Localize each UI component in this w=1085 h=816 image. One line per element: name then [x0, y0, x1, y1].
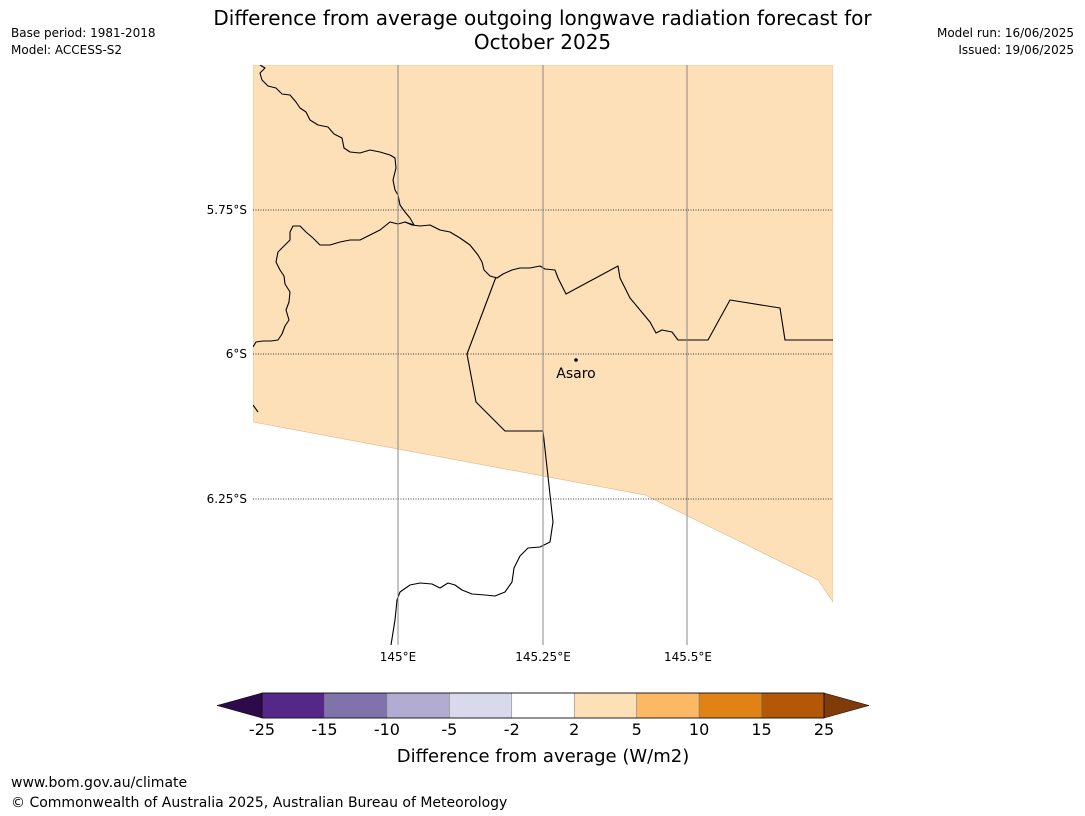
lon-label-145: 145°E: [380, 650, 417, 664]
model-name: Model: ACCESS-S2: [11, 43, 123, 57]
colorbar-segment: [698, 692, 762, 719]
colorbar: -25 -15 -10 -5 -2 2 5 10 15 25 Difference from av…: [216, 692, 870, 767]
lon-label-145-25: 145.25°E: [515, 650, 571, 664]
colorbar-segment: [449, 692, 513, 719]
lat-label-5-75: 5.75°S: [207, 203, 247, 217]
colorbar-tick-label: -2: [504, 720, 520, 739]
title-line-1: Difference from average outgoing longwav…: [213, 6, 872, 30]
province-border-central: [404, 221, 833, 341]
colorbar-tick-label: -15: [311, 720, 337, 739]
lat-label-6-25: 6.25°S: [207, 492, 247, 506]
border-lines: [253, 65, 833, 645]
colorbar-tick-label: 2: [569, 720, 579, 739]
footer-copyright: © Commonwealth of Australia 2025, Austra…: [11, 795, 508, 811]
colorbar-arrow-right: [823, 692, 870, 719]
colorbar-tick-label: -25: [249, 720, 275, 739]
lat-label-6: 6°S: [226, 347, 247, 361]
colorbar-segment: [261, 692, 325, 719]
issued-date: Issued: 19/06/2025: [958, 43, 1074, 57]
map-area: Asaro: [253, 65, 833, 645]
province-border-north: [253, 65, 415, 348]
map-title: Difference from average outgoing longwav…: [0, 6, 1085, 54]
longitude-labels: 145°E 145.25°E 145.5°E: [380, 650, 712, 664]
place-label: Asaro: [556, 366, 595, 382]
colorbar-label: Difference from average (W/m2): [397, 746, 689, 767]
colorbar-segment: [511, 692, 575, 719]
colorbar-segment: [386, 692, 450, 719]
lon-label-145-5: 145.5°E: [664, 650, 712, 664]
district-border: [390, 276, 554, 645]
header-right: Model run: 16/06/2025 Issued: 19/06/2025: [937, 25, 1074, 59]
colorbar-tick-label: -10: [374, 720, 400, 739]
colorbar-arrow-left: [216, 692, 263, 719]
colorbar-tick-label: -5: [441, 720, 457, 739]
base-period: Base period: 1981-2018: [11, 26, 156, 40]
province-border-south: [253, 404, 259, 413]
model-run: Model run: 16/06/2025: [936, 26, 1074, 40]
header-left: Base period: 1981-2018 Model: ACCESS-S2: [11, 25, 156, 59]
colorbar-tick-label: 25: [814, 720, 834, 739]
colorbar-tick-label: 10: [689, 720, 709, 739]
latitude-labels: 5.75°S 6°S 6.25°S: [207, 203, 247, 506]
footer-url[interactable]: www.bom.gov.au/climate: [11, 775, 188, 791]
colorbar-frame: [261, 692, 825, 719]
colorbar-segment: [573, 692, 637, 719]
colorbar-tick-label: 15: [751, 720, 771, 739]
colorbar-segment: [761, 692, 825, 719]
colorbar-segment: [636, 692, 700, 719]
colorbar-segment: [324, 692, 388, 719]
colorbar-tick-label: 5: [632, 720, 642, 739]
asaro-marker: [574, 358, 578, 362]
title-line-2: October 2025: [473, 30, 612, 54]
longitude-gridlines: [397, 65, 688, 645]
